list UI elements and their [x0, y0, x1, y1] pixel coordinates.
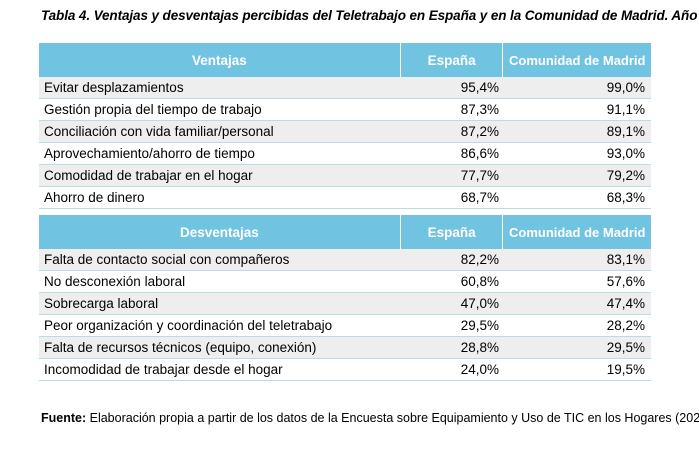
row-label: Peor organización y coordinación del tel…: [44, 318, 333, 333]
disadvantages-table: Desventajas España Comunidad de Madrid F…: [39, 215, 651, 381]
madrid-value: 83,1%: [606, 252, 645, 267]
spain-value: 86,6%: [460, 146, 499, 161]
row-label: Aprovechamiento/ahorro de tiempo: [44, 146, 255, 161]
table-row: Ahorro de dinero 68,7% 68,3%: [39, 187, 651, 209]
table-row: Comodidad de trabajar en el hogar 77,7% …: [39, 165, 651, 187]
spain-value: 60,8%: [460, 274, 499, 289]
madrid-value: 91,1%: [606, 102, 645, 117]
madrid-column-header: Comunidad de Madrid: [502, 215, 651, 249]
madrid-value: 29,5%: [606, 340, 645, 355]
spain-value: 29,5%: [460, 318, 499, 333]
table-row: Evitar desplazamientos 95,4% 99,0%: [39, 77, 651, 99]
advantages-table: Ventajas España Comunidad de Madrid Evit…: [39, 43, 651, 209]
row-label: Sobrecarga laboral: [44, 296, 159, 311]
row-label: Conciliación con vida familiar/personal: [44, 124, 274, 139]
source-note: Fuente: Elaboración propia a partir de l…: [41, 411, 699, 425]
madrid-value: 57,6%: [606, 274, 645, 289]
row-label: Gestión propia del tiempo de trabajo: [44, 102, 262, 117]
spain-value: 77,7%: [460, 168, 499, 183]
madrid-value: 93,0%: [606, 146, 645, 161]
table-row: Falta de contacto social con compañeros …: [39, 249, 651, 271]
table-row: Incomodidad de trabajar desde el hogar 2…: [39, 359, 651, 381]
row-label: Incomodidad de trabajar desde el hogar: [44, 362, 283, 377]
spain-value: 95,4%: [460, 80, 499, 95]
spain-value: 28,8%: [460, 340, 499, 355]
table-row: Aprovechamiento/ahorro de tiempo 86,6% 9…: [39, 143, 651, 165]
spain-value: 82,2%: [460, 252, 499, 267]
row-label: Comodidad de trabajar en el hogar: [44, 168, 253, 183]
madrid-value: 99,0%: [606, 80, 645, 95]
table-row: Sobrecarga laboral 47,0% 47,4%: [39, 293, 651, 315]
table-row: Gestión propia del tiempo de trabajo 87,…: [39, 99, 651, 121]
spain-column-header: España: [399, 43, 503, 77]
spain-value: 87,3%: [460, 102, 499, 117]
row-label: Falta de contacto social con compañeros: [44, 252, 290, 267]
advantages-header-label: Ventajas: [192, 52, 247, 68]
spain-column-header: España: [399, 215, 503, 249]
row-label: Evitar desplazamientos: [44, 80, 184, 95]
row-label: No desconexión laboral: [44, 274, 186, 289]
madrid-value: 89,1%: [606, 124, 645, 139]
madrid-value: 47,4%: [606, 296, 645, 311]
madrid-column-header: Comunidad de Madrid: [502, 43, 651, 77]
advantages-header-row: Ventajas España Comunidad de Madrid: [39, 43, 651, 77]
table-row: Peor organización y coordinación del tel…: [39, 315, 651, 337]
source-text: Elaboración propia a partir de los datos…: [86, 411, 699, 425]
spain-value: 24,0%: [460, 362, 499, 377]
madrid-value: 19,5%: [606, 362, 645, 377]
madrid-value: 28,2%: [606, 318, 645, 333]
row-label: Ahorro de dinero: [44, 190, 145, 205]
disadvantages-header-label: Desventajas: [180, 224, 259, 240]
madrid-value: 79,2%: [606, 168, 645, 183]
spain-value: 68,7%: [460, 190, 499, 205]
spain-value: 87,2%: [460, 124, 499, 139]
source-label: Fuente:: [41, 411, 87, 425]
table-row: No desconexión laboral 60,8% 57,6%: [39, 271, 651, 293]
spain-value: 47,0%: [460, 296, 499, 311]
madrid-value: 68,3%: [606, 190, 645, 205]
table-row: Falta de recursos técnicos (equipo, cone…: [39, 337, 651, 359]
disadvantages-header-row: Desventajas España Comunidad de Madrid: [39, 215, 651, 249]
table-row: Conciliación con vida familiar/personal …: [39, 121, 651, 143]
row-label: Falta de recursos técnicos (equipo, cone…: [44, 340, 317, 355]
table-title: Tabla 4. Ventajas y desventajas percibid…: [41, 8, 699, 23]
